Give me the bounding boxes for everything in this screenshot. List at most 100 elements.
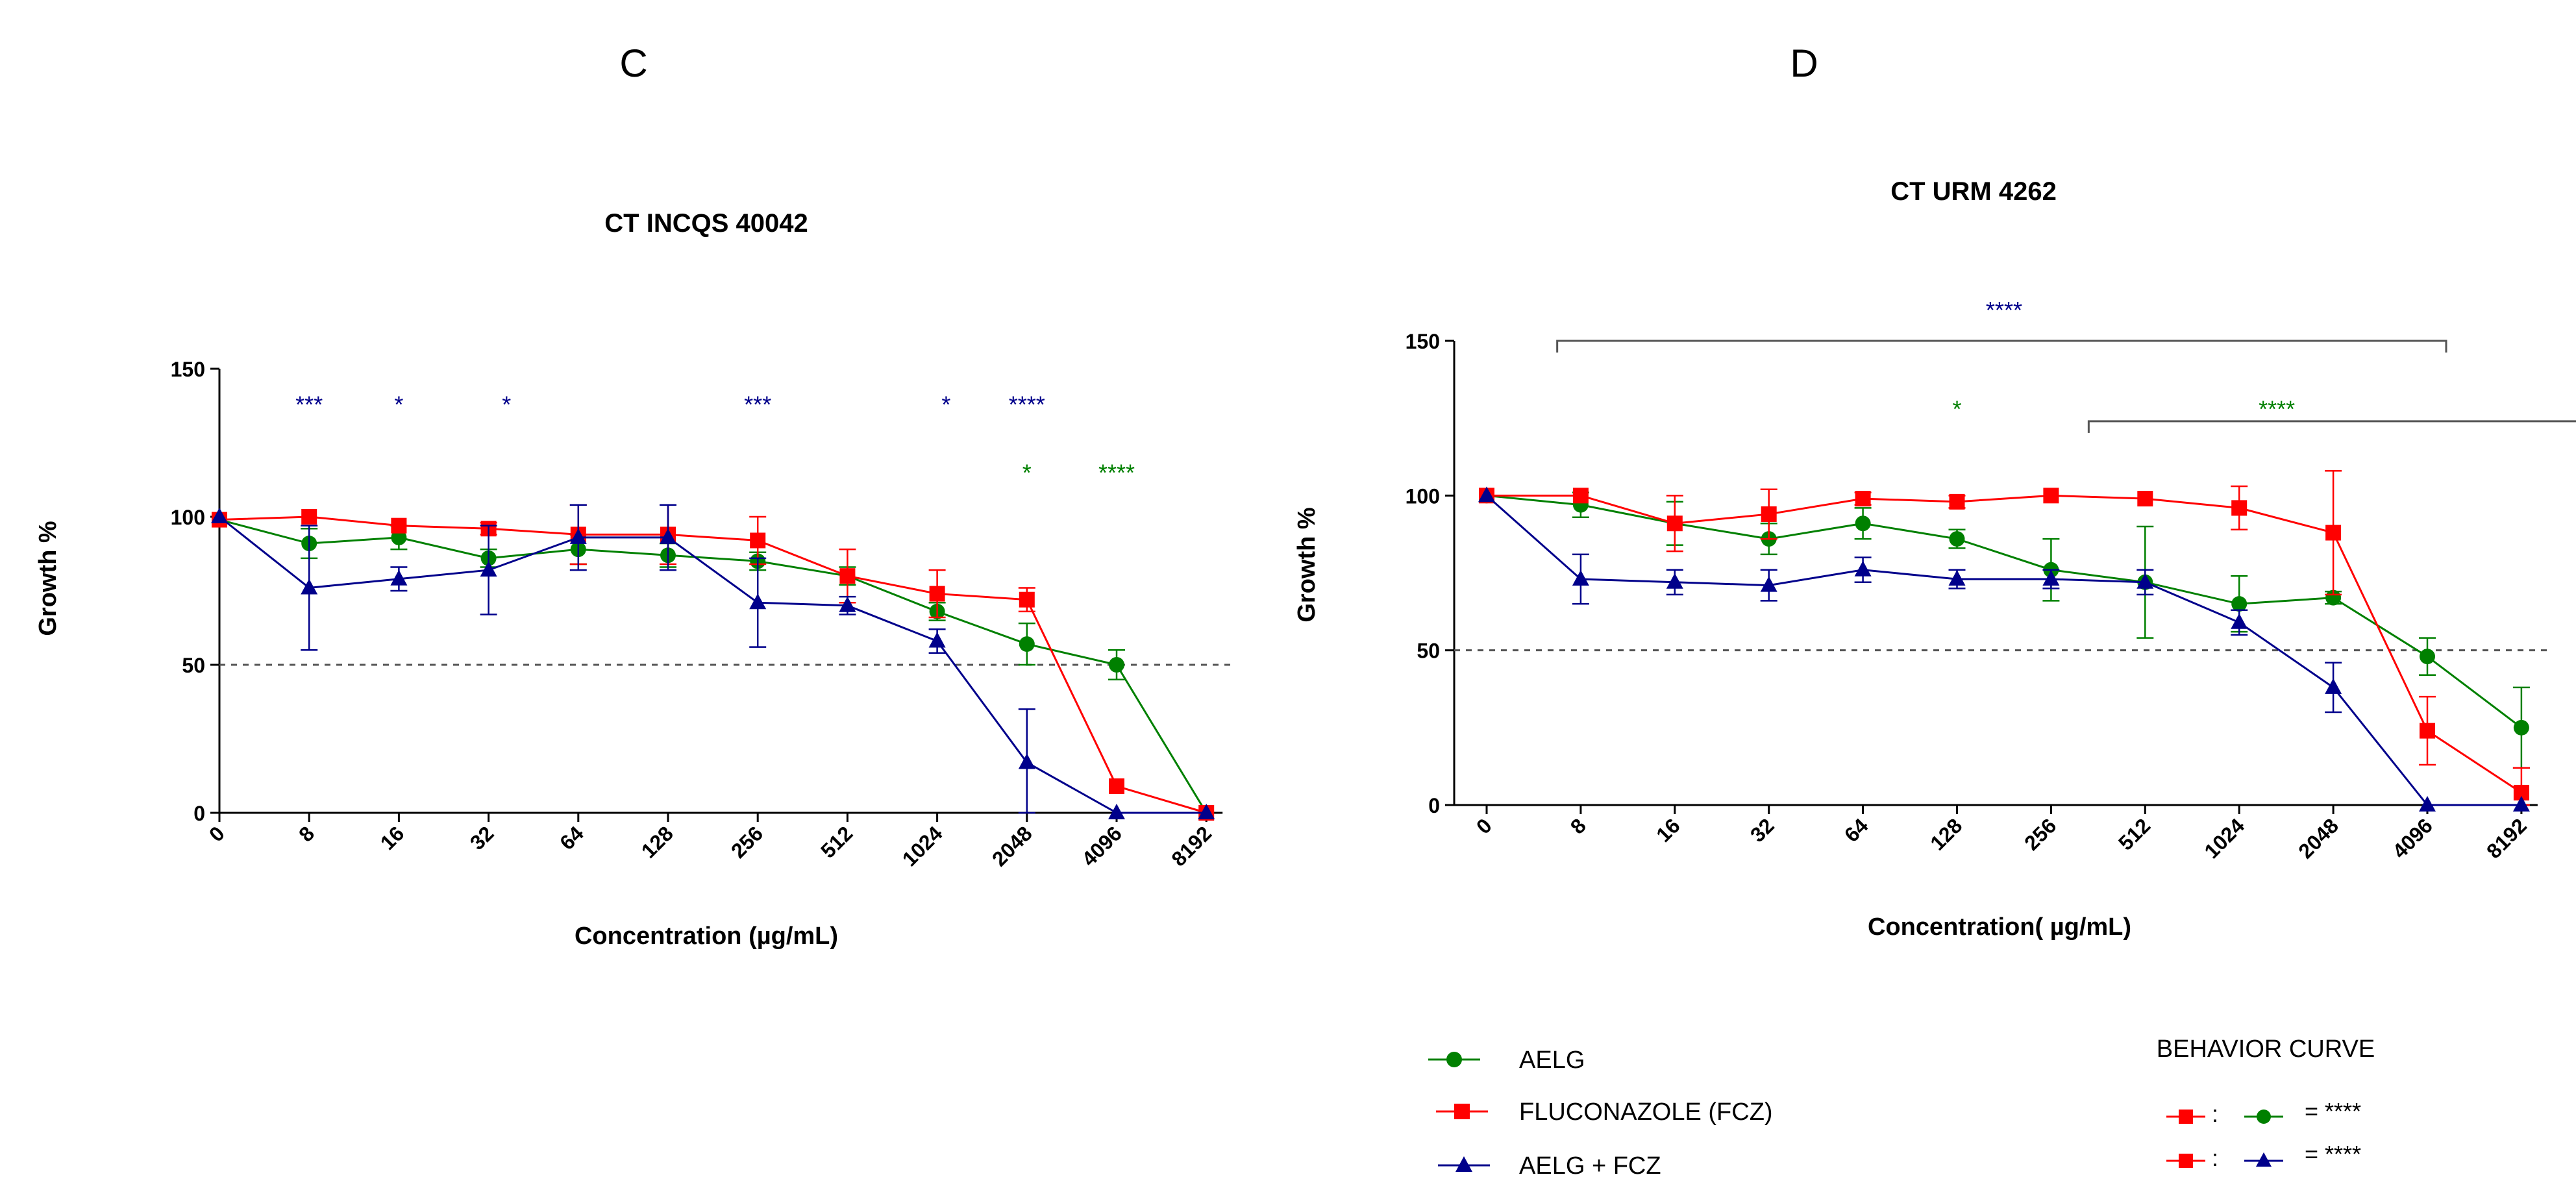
x-tick-label: 8192 (1167, 821, 1216, 871)
legend-swatch-aelg (1428, 1052, 1480, 1067)
x-tick-label: 1024 (898, 821, 947, 871)
series-line (219, 519, 1208, 813)
behavior-swatch-b (2244, 1152, 2283, 1167)
x-tick-label: 128 (1926, 813, 1966, 854)
x-tick-label: 256 (2020, 813, 2061, 854)
x-tick-label: 1024 (2199, 813, 2249, 863)
legend-swatch-aelg-fcz (1438, 1156, 1490, 1172)
behavior-separator: : (2212, 1100, 2218, 1127)
y-tick-label: 100 (171, 506, 205, 529)
data-point (2325, 525, 2342, 541)
x-tick-label: 4096 (1077, 821, 1126, 871)
data-point (1761, 506, 1777, 522)
data-point (1666, 573, 1683, 589)
behavior-swatch-a (2166, 1110, 2205, 1124)
data-point (2042, 570, 2060, 586)
x-tick-label: 128 (637, 821, 678, 862)
significance-label: **** (1098, 459, 1135, 486)
x-tick-label: 32 (465, 821, 499, 854)
x-tick-label: 512 (2114, 813, 2155, 854)
data-point (211, 508, 228, 523)
behavior-marker (2179, 1110, 2193, 1124)
chart-panel-d: D CT URM 4262 Growth % Concentration( µg… (1293, 42, 2576, 941)
series-line (219, 515, 1207, 814)
y-tick-label: 150 (1406, 330, 1440, 353)
y-tick-label: 100 (1406, 484, 1440, 508)
plot-area: 0 50 100 150 0 8 16 32 64 128 256 512 1024 2048 4096 81… (1406, 297, 2576, 863)
series-aelg (1479, 488, 2530, 769)
significance-label: * (1952, 395, 1961, 422)
data-point (1198, 804, 1215, 819)
data-point (480, 561, 497, 577)
x-tick-label: 16 (1652, 813, 1685, 847)
behavior-row: : = **** (2166, 1098, 2361, 1127)
x-tick-label: 4096 (2388, 813, 2437, 863)
data-point (2231, 596, 2248, 612)
legend-item-aelg: AELG (1428, 1047, 1585, 1074)
significance-label: * (941, 391, 950, 418)
y-tick-label: 50 (1417, 639, 1440, 663)
behavior-marker (2257, 1110, 2271, 1124)
plot-area: 0 50 100 150 0 8 16 32 64 128 256 512 1024 2048 4096 81… (171, 358, 1236, 871)
data-point (1108, 804, 1125, 819)
data-point (1854, 560, 1872, 577)
data-point (569, 528, 587, 544)
x-tick-label: 8192 (2482, 813, 2531, 863)
data-point (1855, 515, 1871, 532)
data-point (1948, 570, 1966, 586)
data-point (1666, 515, 1683, 532)
data-point (2325, 678, 2342, 694)
significance-label: *** (744, 391, 771, 418)
data-point (1572, 570, 1589, 586)
x-tick-label: 256 (726, 821, 767, 862)
legend-label-aelg-fcz: AELG + FCZ (1519, 1152, 1661, 1180)
data-point (2137, 491, 2153, 507)
x-axis-label: Concentration (µg/mL) (575, 923, 838, 950)
legend-label-aelg: AELG (1519, 1047, 1585, 1074)
behavior-separator: : (2212, 1145, 2218, 1171)
data-point (2231, 613, 2248, 629)
significance-label: * (502, 391, 511, 418)
series-line (1486, 494, 2522, 729)
data-point (1855, 491, 1871, 507)
series-aelg-fcz (1478, 486, 2530, 812)
behavior-marker (2179, 1154, 2193, 1168)
y-tick-label: 50 (182, 654, 205, 677)
series-line (1486, 495, 2521, 806)
x-tick-label: 0 (204, 821, 229, 846)
data-point (929, 586, 945, 602)
x-axis-label: Concentration( µg/mL) (1868, 913, 2131, 941)
significance-label: **** (1009, 391, 1045, 418)
data-point (750, 532, 766, 549)
series-aelg (212, 512, 1215, 821)
data-point (1109, 657, 1124, 673)
y-tick-label: 0 (193, 802, 205, 825)
chart-title: CT URM 4262 (1890, 177, 2057, 206)
data-point (301, 578, 318, 595)
data-point (2420, 649, 2435, 665)
data-point (2513, 719, 2529, 736)
x-tick-label: 64 (555, 821, 588, 854)
data-point (2231, 500, 2248, 516)
legend-item-aelg-fcz: AELG + FCZ (1438, 1152, 1661, 1180)
significance-label: * (1022, 459, 1032, 486)
series-line (1487, 494, 2522, 794)
significance-bracket (1556, 340, 2447, 353)
series-fluconazole-fcz (212, 504, 1215, 821)
series-line (219, 515, 1207, 814)
y-tick-label: 150 (171, 358, 205, 381)
chart-panel-c: C CT INCQS 40042 Growth % Concentration … (34, 42, 1236, 950)
legend: AELG FLUCONAZOLE (FCZ) AELG + FCZ (1428, 1047, 1773, 1180)
behavior-swatch-b (2244, 1110, 2283, 1124)
behavior-result: = **** (2305, 1141, 2361, 1167)
data-point (390, 569, 408, 586)
data-point (1949, 531, 1965, 547)
series-fluconazole-fcz (1479, 469, 2530, 806)
data-point (1018, 753, 1035, 769)
panel-letter: D (1790, 42, 1818, 85)
data-point (660, 528, 676, 544)
data-point (2512, 796, 2530, 812)
behavior-curve-title: BEHAVIOR CURVE (2157, 1036, 2375, 1063)
x-tick-label: 2048 (987, 821, 1037, 871)
data-point (1572, 488, 1589, 504)
